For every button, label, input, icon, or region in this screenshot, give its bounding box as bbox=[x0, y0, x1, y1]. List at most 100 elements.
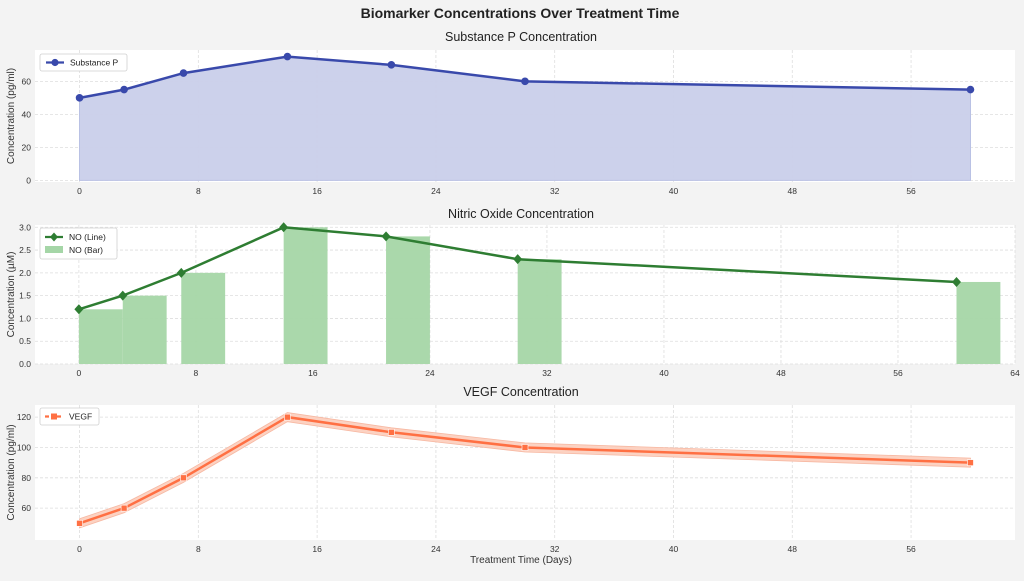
x-tick-label: 16 bbox=[312, 186, 322, 196]
legend-marker-square bbox=[51, 413, 57, 420]
x-tick-label: 56 bbox=[893, 368, 903, 378]
x-tick-label: 40 bbox=[669, 186, 679, 196]
x-tick-label: 16 bbox=[312, 544, 322, 554]
data-point bbox=[75, 94, 84, 102]
legend-label: NO (Bar) bbox=[69, 245, 103, 255]
bar bbox=[78, 309, 123, 364]
data-point bbox=[521, 444, 529, 451]
x-tick-label: 56 bbox=[906, 186, 916, 196]
y-tick-label: 0.0 bbox=[19, 359, 31, 369]
data-marks bbox=[76, 412, 974, 529]
data-point bbox=[381, 231, 391, 242]
y-tick-label: 0 bbox=[26, 175, 31, 185]
x-tick-label: 0 bbox=[77, 544, 82, 554]
x-tick-label: 64 bbox=[1010, 368, 1020, 378]
bar bbox=[122, 295, 167, 364]
legend-box bbox=[39, 407, 100, 426]
x-tick-label: 40 bbox=[669, 544, 679, 554]
x-tick-label: 8 bbox=[196, 544, 201, 554]
legend-bar-swatch bbox=[45, 246, 63, 253]
tick-labels: 0 8 16 24 32 40 48 56 64 0.0 0.5 1.0 1.5 2.0 2.5 3.0 bbox=[19, 222, 1020, 378]
x-tick-label: 8 bbox=[194, 368, 199, 378]
data-point bbox=[176, 267, 186, 278]
data-point bbox=[951, 276, 961, 287]
legend: Substance P bbox=[39, 53, 128, 72]
y-tick-label: 1.0 bbox=[19, 313, 31, 323]
panel-title: Substance P Concentration bbox=[445, 30, 597, 44]
x-tick-label: 32 bbox=[542, 368, 552, 378]
y-tick-label: 2.0 bbox=[19, 268, 31, 278]
legend-label: NO (Line) bbox=[69, 232, 106, 242]
x-tick-label: 56 bbox=[906, 544, 916, 554]
y-tick-label: 2.5 bbox=[19, 245, 31, 255]
legend-marker-circle bbox=[51, 58, 59, 67]
x-tick-label: 48 bbox=[788, 544, 798, 554]
x-tick-label: 32 bbox=[550, 544, 560, 554]
y-tick-label: 120 bbox=[17, 412, 31, 422]
vegf-panel: VEGF Concentration Concentration (pg/ml)… bbox=[6, 385, 1015, 566]
data-point bbox=[76, 520, 83, 527]
data-point bbox=[179, 69, 188, 77]
x-tick-label: 16 bbox=[308, 368, 318, 378]
y-axis-label: Concentration (pg/ml) bbox=[6, 424, 17, 520]
confidence-band bbox=[79, 412, 971, 529]
data-point bbox=[120, 504, 128, 512]
bar bbox=[181, 272, 226, 364]
y-tick-label: 20 bbox=[22, 142, 32, 152]
figure-title: Biomarker Concentrations Over Treatment … bbox=[361, 5, 680, 21]
x-tick-label: 40 bbox=[659, 368, 669, 378]
legend-label: VEGF bbox=[69, 412, 92, 422]
y-axis-label: Concentration (µM) bbox=[6, 252, 17, 338]
y-tick-label: 80 bbox=[22, 473, 32, 483]
bar bbox=[956, 281, 1001, 364]
x-tick-label: 24 bbox=[425, 368, 435, 378]
bar bbox=[386, 236, 430, 364]
data-point bbox=[513, 254, 523, 265]
legend: VEGF bbox=[39, 407, 100, 426]
plot-area-background bbox=[35, 405, 1015, 540]
data-point bbox=[120, 85, 128, 94]
legend-box bbox=[39, 53, 128, 72]
data-point bbox=[966, 85, 975, 94]
x-axis-label: Treatment Time (Days) bbox=[470, 555, 572, 566]
legend: NO (Line) NO (Bar) bbox=[39, 227, 118, 260]
x-tick-label: 0 bbox=[77, 186, 82, 196]
x-tick-label: 48 bbox=[788, 186, 798, 196]
x-tick-label: 8 bbox=[196, 186, 201, 196]
data-point bbox=[279, 222, 289, 233]
tick-labels: 0 8 16 24 32 40 48 56 0 20 40 60 bbox=[22, 76, 917, 196]
data-marks bbox=[75, 52, 975, 181]
bar bbox=[283, 227, 328, 364]
panel-title: VEGF Concentration bbox=[463, 385, 578, 399]
y-tick-label: 0.5 bbox=[19, 336, 31, 346]
x-tick-label: 32 bbox=[550, 186, 560, 196]
data-point bbox=[284, 413, 291, 421]
y-tick-label: 1.5 bbox=[19, 291, 31, 301]
bar bbox=[517, 259, 562, 364]
data-marks bbox=[74, 222, 1001, 364]
y-tick-label: 40 bbox=[22, 109, 32, 119]
substance-p-panel: Substance P Concentration Concentration … bbox=[6, 30, 1015, 196]
x-tick-label: 0 bbox=[77, 368, 82, 378]
data-point bbox=[387, 61, 396, 69]
data-point bbox=[74, 304, 84, 315]
x-tick-label: 24 bbox=[431, 544, 441, 554]
y-axis-label: Concentration (pg/ml) bbox=[6, 68, 17, 164]
panel-title: Nitric Oxide Concentration bbox=[448, 207, 594, 221]
data-point bbox=[967, 459, 974, 466]
nitric-oxide-panel: Nitric Oxide Concentration Concentration… bbox=[6, 207, 1020, 378]
data-point bbox=[283, 52, 292, 61]
legend-label: Substance P bbox=[70, 58, 119, 68]
data-point bbox=[388, 429, 395, 436]
data-point bbox=[180, 474, 187, 482]
y-tick-label: 100 bbox=[17, 442, 31, 452]
x-tick-label: 24 bbox=[431, 186, 441, 196]
legend-marker-diamond bbox=[50, 232, 58, 242]
y-tick-label: 60 bbox=[22, 503, 32, 513]
data-point bbox=[118, 290, 128, 301]
x-tick-label: 48 bbox=[776, 368, 786, 378]
y-tick-label: 60 bbox=[22, 76, 32, 86]
y-tick-label: 3.0 bbox=[19, 222, 31, 232]
